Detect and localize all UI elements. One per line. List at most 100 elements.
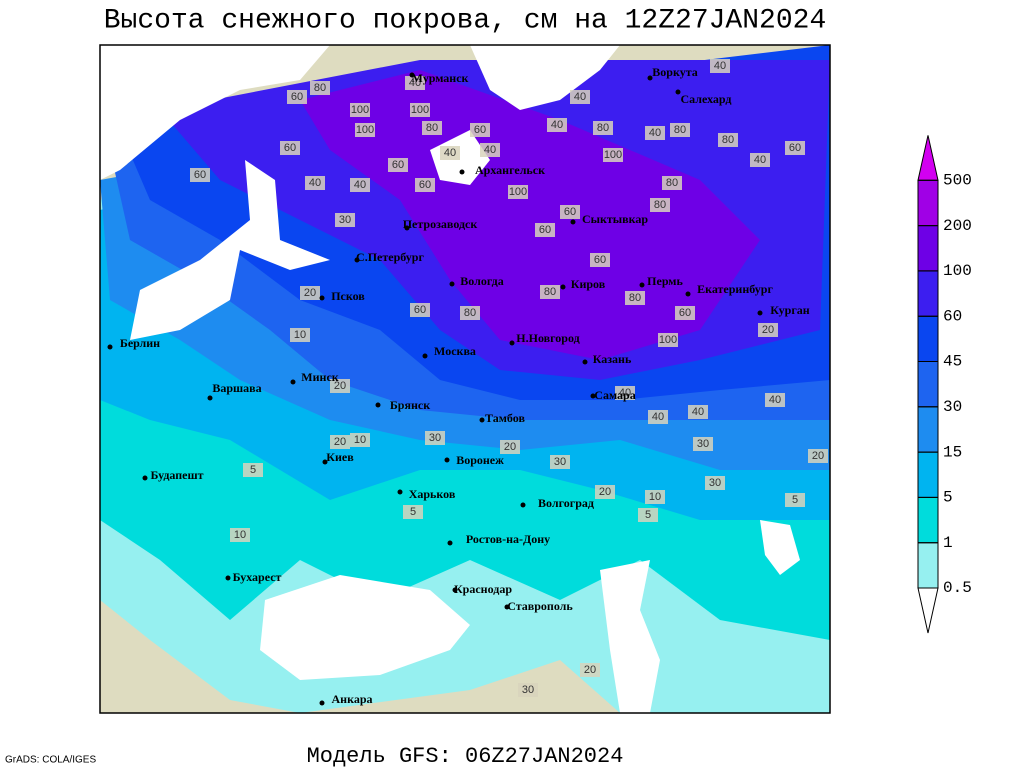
contour-label: 40: [649, 127, 661, 139]
contour-label: 10: [649, 491, 661, 503]
contour-label: 40: [574, 91, 586, 103]
contour-labels: 60 80 100 100 40 80 60 60 40 100 60 40 100 80 40 40 40 40…: [190, 59, 828, 697]
contour-label-box: [645, 490, 665, 504]
contour-label: 40: [652, 411, 664, 423]
contour-label: 60: [194, 169, 206, 181]
contour-label-box: [535, 223, 555, 237]
contour-label-box: [305, 176, 325, 190]
colorbar-label: 45: [943, 353, 962, 371]
city-label: Воркута: [652, 65, 697, 79]
colorbar-label: 0.5: [943, 579, 972, 597]
contour-label-box: [350, 103, 370, 117]
city-dot: [590, 393, 596, 399]
colorbar-label: 60: [943, 307, 962, 325]
colorbar-label: 1: [943, 534, 953, 552]
contour-label: 40: [354, 179, 366, 191]
contour-label: 80: [597, 122, 609, 134]
contour-label-box: [335, 213, 355, 227]
city-dot: [322, 459, 328, 465]
contour-label: 20: [504, 441, 516, 453]
city-dot: [459, 169, 465, 175]
contour-label: 80: [544, 286, 556, 298]
colorbar-segment: [917, 179, 939, 227]
city-dot: [452, 587, 458, 593]
city-label: Воронеж: [456, 453, 504, 467]
city-dot: [560, 284, 566, 290]
map: 60 80 100 100 40 80 60 60 40 100 60 40 100 80 40 40 40 40…: [100, 45, 830, 713]
city-dot: [447, 540, 453, 546]
city-label: Казань: [593, 352, 632, 366]
contour-label-box: [570, 90, 590, 104]
footer: Модель GFS: 06Z27JAN2024: [307, 744, 624, 768]
contour-label: 100: [604, 149, 622, 161]
contour-label-box: [290, 328, 310, 342]
contour-label: 10: [294, 329, 306, 341]
colorbar-segment: [917, 315, 939, 363]
contour-label: 80: [464, 307, 476, 319]
city-label: Москва: [434, 344, 476, 358]
city-dot: [639, 282, 645, 288]
colorbar-segment: [917, 270, 939, 317]
contour-label-box: [670, 123, 690, 137]
contour-label-box: [658, 333, 678, 347]
city-label: Салехард: [680, 92, 731, 106]
colorbar-segment: [917, 135, 939, 181]
contour-label-box: [615, 386, 635, 400]
colorbar-segment: [917, 542, 939, 589]
map-frame: [99, 44, 831, 714]
city-label: Архангельск: [475, 163, 545, 177]
contour-label: 60: [679, 307, 691, 319]
city-label: Бухарест: [233, 570, 282, 584]
contour-label-box: [300, 286, 320, 300]
contour-label: 5: [410, 506, 416, 518]
contour-label: 5: [792, 494, 798, 506]
contour-label-box: [480, 143, 500, 157]
city-dot: [504, 604, 510, 610]
contour-label: 100: [356, 124, 374, 136]
contour-label: 10: [234, 529, 246, 541]
contour-label-box: [410, 103, 430, 117]
city-label: Ростов-на-Дону: [466, 532, 550, 546]
city-dot: [142, 475, 148, 481]
city-label: Самара: [594, 388, 635, 402]
contour-label: 80: [674, 124, 686, 136]
contour-label: 5: [645, 509, 651, 521]
contour-label-box: [350, 178, 370, 192]
colorbar-label: 30: [943, 398, 962, 416]
contour-label: 80: [426, 122, 438, 134]
contour-label: 100: [659, 334, 677, 346]
city-label: Брянск: [390, 398, 430, 412]
contour-label: 60: [564, 206, 576, 218]
sea: [130, 160, 330, 340]
contour-label-box: [638, 508, 658, 522]
contour-label: 30: [339, 214, 351, 226]
city-label: Волгоград: [538, 496, 594, 510]
city-label: Петрозаводск: [403, 217, 478, 231]
contour-label-box: [230, 528, 250, 542]
credit: GrADS: COLA/IGES: [5, 755, 96, 766]
city-dot: [509, 340, 515, 346]
contour-label-box: [508, 185, 528, 199]
contour-label: 60: [539, 224, 551, 236]
contour-label-box: [280, 141, 300, 155]
city-dot: [319, 295, 325, 301]
contour-label: 20: [334, 380, 346, 392]
contour-label: 20: [599, 486, 611, 498]
contour-label: 60: [291, 91, 303, 103]
contour-label-box: [550, 455, 570, 469]
contour-label-box: [650, 198, 670, 212]
city-label: Тамбов: [485, 411, 525, 425]
city-label: Варшава: [212, 381, 261, 395]
colorbar-label: 500: [943, 172, 972, 190]
contour-label-box: [330, 379, 350, 393]
city-dot: [290, 379, 296, 385]
contour-label: 40: [619, 387, 631, 399]
city-dot: [207, 395, 213, 401]
contour-label: 80: [666, 177, 678, 189]
city-dot: [404, 225, 410, 231]
contour-label-box: [422, 121, 442, 135]
contour-label-box: [765, 393, 785, 407]
contour-label: 60: [414, 304, 426, 316]
city-label: Сыктывкар: [582, 212, 648, 226]
